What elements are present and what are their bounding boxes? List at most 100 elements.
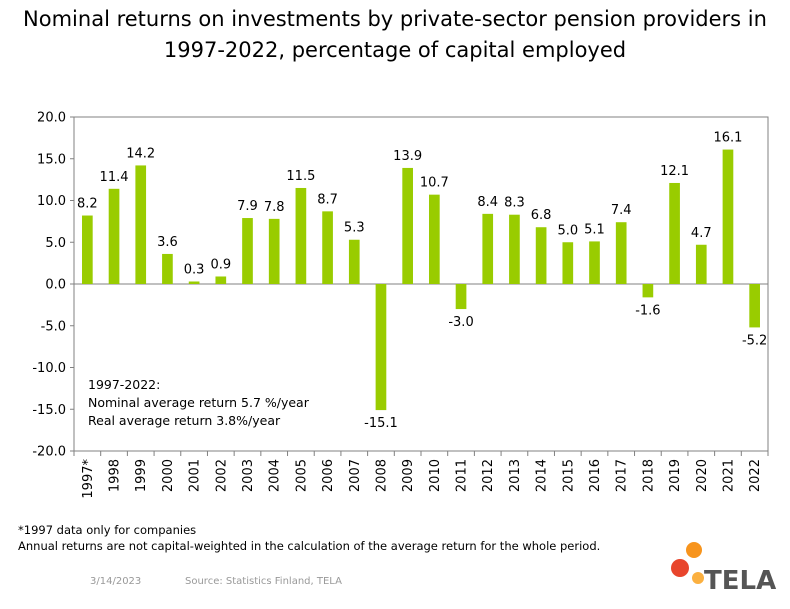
bar xyxy=(375,284,387,411)
bar xyxy=(509,214,520,284)
footnotes: *1997 data only for companies Annual ret… xyxy=(18,522,600,554)
data-label: 4.7 xyxy=(691,226,712,241)
y-tick-label: -15.0 xyxy=(32,403,66,418)
bar xyxy=(695,244,707,284)
data-label: 13.9 xyxy=(393,149,422,164)
data-label: 0.3 xyxy=(184,262,205,277)
footnote-1: *1997 data only for companies xyxy=(18,523,197,537)
note-line-2: Nominal average return 5.7 %/year xyxy=(88,395,309,410)
x-tick-label: 2013 xyxy=(508,459,523,492)
chart-data-labels: 8.211.4 14.2 3.6 0.3 0.9 7.9 7.8 11.58.7 5.3 -15.… xyxy=(77,131,767,432)
x-tick-label: 2022 xyxy=(748,459,763,492)
data-label: -5.2 xyxy=(742,333,767,348)
bar xyxy=(455,284,467,310)
y-tick-label: 0.0 xyxy=(45,278,66,293)
x-tick-label: 2002 xyxy=(214,459,229,492)
x-tick-label: 2015 xyxy=(561,459,576,492)
data-label: 8.4 xyxy=(477,195,498,210)
data-label: 0.9 xyxy=(210,257,231,272)
logo-text: TELA xyxy=(704,566,777,596)
x-tick-label: 2014 xyxy=(535,459,550,492)
x-tick-label: 2007 xyxy=(348,459,363,492)
data-label: 5.3 xyxy=(344,221,365,236)
data-label: 8.3 xyxy=(504,196,525,211)
y-tick-label: 20.0 xyxy=(37,111,66,126)
y-tick-label: 10.0 xyxy=(37,194,66,209)
data-label: 14.2 xyxy=(126,146,155,161)
data-label: 10.7 xyxy=(420,176,449,191)
data-label: 8.2 xyxy=(77,197,98,212)
bar xyxy=(429,194,440,284)
data-label: -1.6 xyxy=(635,303,660,318)
x-tick-label: 2021 xyxy=(721,459,736,492)
bar xyxy=(482,213,494,284)
y-tick-label: -5.0 xyxy=(41,319,66,334)
x-tick-label: 1998 xyxy=(108,459,123,492)
bar xyxy=(535,227,547,284)
bar xyxy=(215,276,227,284)
bar xyxy=(749,284,760,328)
bar xyxy=(82,215,93,284)
x-tick-label: 2020 xyxy=(695,459,710,492)
bar xyxy=(615,222,627,284)
data-label: -3.0 xyxy=(448,315,473,330)
bar xyxy=(108,188,120,284)
footnote-2: Annual returns are not capital-weighted … xyxy=(18,539,601,553)
x-tick-label: 2008 xyxy=(374,459,389,492)
y-axis-ticks: 20.0 15.0 10.0 5.0 0.0 -5.0 -10.0 -15.0 -20.0 xyxy=(32,111,74,460)
bar xyxy=(669,182,680,284)
data-label: 5.1 xyxy=(584,222,605,237)
data-label: 16.1 xyxy=(713,131,742,146)
bar xyxy=(188,281,200,284)
note-line-1: 1997-2022: xyxy=(88,377,161,392)
x-tick-label: 2000 xyxy=(161,459,176,492)
bar xyxy=(295,187,307,284)
x-tick-label: 2011 xyxy=(455,459,470,492)
x-tick-label: 2001 xyxy=(188,459,203,492)
bar xyxy=(348,239,360,284)
x-tick-label: 2012 xyxy=(481,459,496,492)
x-tick-label: 2006 xyxy=(321,459,336,492)
x-tick-label: 1997* xyxy=(81,459,96,499)
title-line-1: Nominal returns on investments by privat… xyxy=(23,7,767,31)
average-return-note: 1997-2022: Nominal average return 5.7 %/… xyxy=(88,376,309,430)
x-tick-label: 2018 xyxy=(641,459,656,492)
title-line-2: 1997-2022, percentage of capital employe… xyxy=(163,38,627,62)
bar xyxy=(722,149,734,284)
x-tick-label: 1999 xyxy=(134,459,149,492)
bar xyxy=(135,165,147,284)
bar xyxy=(162,253,173,284)
bar xyxy=(322,211,333,284)
chart-title: Nominal returns on investments by privat… xyxy=(0,4,790,66)
bar xyxy=(589,241,600,284)
logo-dots-icon xyxy=(671,542,704,584)
chart-bars xyxy=(82,149,760,411)
footer-source: Source: Statistics Finland, TELA xyxy=(185,576,342,587)
footer-date: 3/14/2023 xyxy=(90,576,142,587)
data-label: 3.6 xyxy=(157,235,178,250)
y-tick-label: -10.0 xyxy=(32,361,66,376)
x-tick-label: 2016 xyxy=(588,459,603,492)
x-tick-label: 2004 xyxy=(268,459,283,492)
data-label: 11.5 xyxy=(286,169,315,184)
data-label: 7.4 xyxy=(611,203,632,218)
data-label: 12.1 xyxy=(660,164,689,179)
bar-chart: 8.211.4 14.2 3.6 0.3 0.9 7.9 7.8 11.58.7 5.3 -15.… xyxy=(32,111,769,499)
data-label: 11.4 xyxy=(100,170,129,185)
y-tick-label: 5.0 xyxy=(45,236,66,251)
data-label: 8.7 xyxy=(317,192,338,207)
bar xyxy=(562,242,574,284)
x-tick-label: 2009 xyxy=(401,459,416,492)
data-label: -15.1 xyxy=(364,416,398,431)
data-label: 5.0 xyxy=(557,223,578,238)
y-tick-label: -20.0 xyxy=(32,445,66,460)
y-tick-label: 15.0 xyxy=(37,152,66,167)
x-tick-label: 2005 xyxy=(294,459,309,492)
x-tick-label: 2019 xyxy=(668,459,683,492)
x-tick-label: 2010 xyxy=(428,459,443,492)
tela-logo: TELA xyxy=(668,540,778,600)
data-label: 7.8 xyxy=(264,200,285,215)
data-label: 7.9 xyxy=(237,199,258,214)
x-tick-label: 2017 xyxy=(615,459,630,492)
bar xyxy=(242,218,253,284)
